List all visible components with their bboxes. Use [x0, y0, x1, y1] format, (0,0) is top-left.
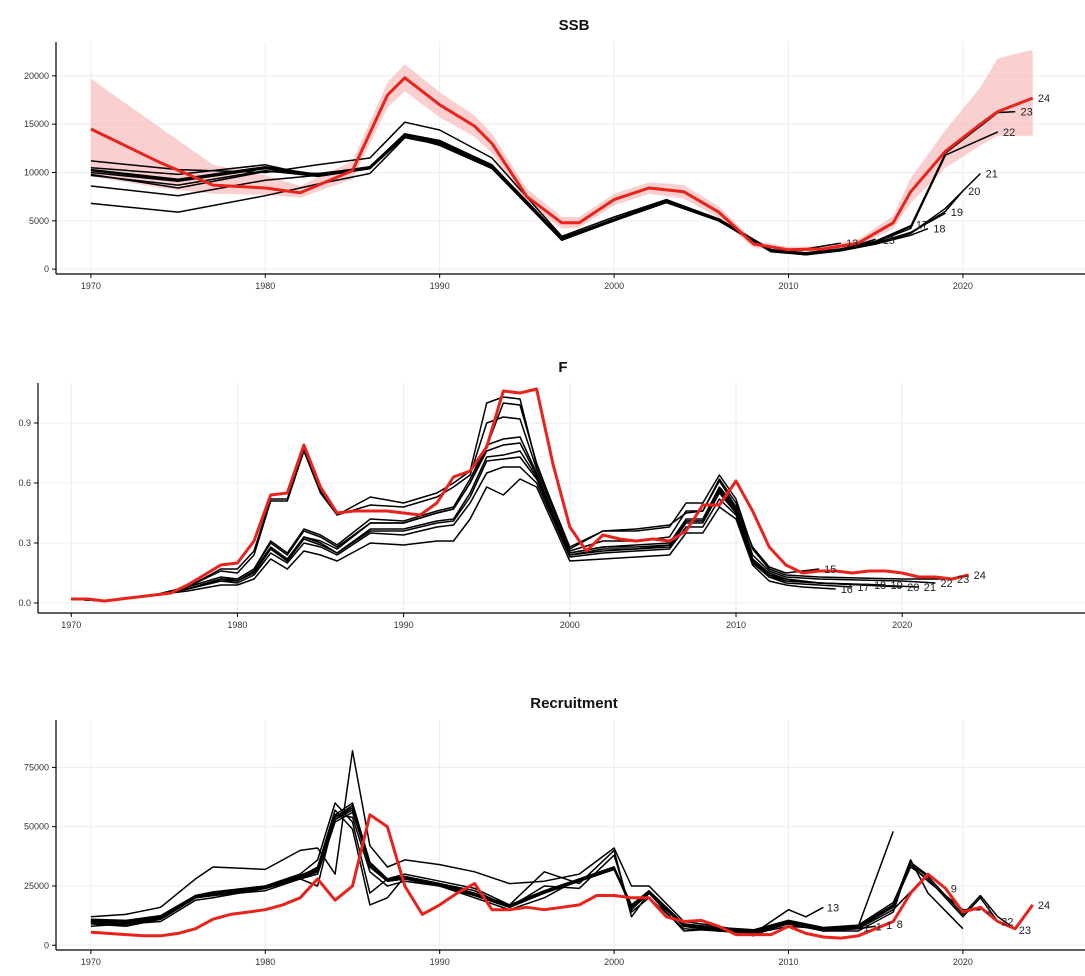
recruitment-xtick-label-5: 2020: [953, 957, 973, 967]
f-end-label-8: 23: [957, 574, 969, 586]
ssb-xtick-label-5: 2020: [953, 281, 973, 291]
ssb-ytick-label-1: 5000: [29, 216, 49, 226]
recruitment-end-label-0: 13: [827, 902, 839, 914]
ssb-xtick-label-2: 1990: [430, 281, 450, 291]
ssb-end-label-9: 24: [1038, 93, 1050, 105]
ssb-title: SSB: [559, 17, 590, 34]
f-end-label-3: 18: [874, 580, 886, 592]
recruitment-ytick-label-1: 25000: [24, 881, 49, 891]
recruitment-ytick-label-2: 50000: [24, 822, 49, 832]
f-xtick-label-0: 1970: [61, 620, 81, 630]
f-end-label-0: 15: [824, 564, 836, 576]
recruitment-series-13: [90, 750, 824, 935]
f-series-17: [71, 466, 853, 602]
recruitment-series-16: [90, 809, 894, 935]
f-ytick-label-0: 0.0: [18, 598, 31, 608]
recruitment-end-label-5: 9: [951, 883, 957, 895]
f-end-label-5: 20: [907, 582, 919, 594]
f-end-label-1: 16: [841, 584, 853, 596]
ssb-series-23: [90, 110, 1016, 255]
recruitment-ytick-label-3: 75000: [24, 762, 49, 772]
f-series-24: [71, 387, 970, 603]
ssb-end-label-0: 13: [846, 238, 858, 250]
ssb-series-24: [90, 76, 1034, 252]
recruitment-title: Recruitment: [530, 695, 618, 712]
f-title: F: [558, 359, 567, 376]
ssb-end-label-1: 15: [883, 235, 895, 247]
ssb-xtick-label-0: 1970: [81, 281, 101, 291]
ssb-end-label-6: 21: [986, 168, 998, 180]
ssb-end-label-7: 22: [1003, 127, 1015, 139]
f-xtick-label-2: 1990: [394, 620, 414, 630]
recruitment-xtick-label-3: 2000: [604, 957, 624, 967]
recruitment-end-label-1: 1: [864, 922, 870, 934]
f-end-label-7: 22: [940, 578, 952, 590]
f-end-label-6: 21: [924, 582, 936, 594]
f-panel: F 1970 1980 1990 2000 2010 2020 0.0 0.3 0.6 0.9 15…: [18, 359, 1085, 630]
recruitment-end-label-9: 24: [1038, 900, 1050, 912]
recruitment-end-label-7: 22: [1001, 917, 1013, 929]
recruitment-series-15: [90, 802, 876, 935]
f-series-21: [71, 436, 919, 602]
recruitment-series-18: [90, 811, 929, 932]
recruitment-end-label-3: 1: [886, 920, 892, 932]
ssb-xtick-label-3: 2000: [604, 281, 624, 291]
ssb-ytick-label-2: 10000: [24, 168, 49, 178]
ssb-end-label-2: 17: [916, 220, 928, 232]
f-series-19: [71, 450, 886, 602]
recruitment-xtick-label-4: 2010: [778, 957, 798, 967]
ssb-panel: SSB 1970 1980 1990 2000 2010 2020 0 5000 10000 15…: [24, 17, 1085, 291]
ssb-xtick-label-1: 1980: [255, 281, 275, 291]
recruitment-panel: Recruitment 1970 1980 1990 2000 2010 2020 0 250…: [24, 695, 1085, 967]
f-series-23: [71, 396, 952, 602]
ssb-ytick-label-3: 15000: [24, 119, 49, 129]
f-ytick-label-1: 0.3: [18, 538, 31, 548]
recruitment-series-22: [90, 809, 999, 933]
ssb-end-label-5: 20: [968, 186, 980, 198]
ssb-xtick-label-4: 2010: [778, 281, 798, 291]
f-ytick-label-3: 0.9: [18, 418, 31, 428]
ssb-end-label-8: 23: [1020, 107, 1032, 119]
ssb-end-label-3: 18: [933, 224, 945, 236]
recruitment-ytick-label-0: 0: [44, 940, 49, 950]
recruitment-end-label-4: 8: [897, 919, 903, 931]
ssb-series-18: [90, 135, 929, 255]
ssb-end-label-4: 19: [951, 207, 963, 219]
recruitment-series-21: [90, 802, 981, 931]
recruitment-series-23: [90, 806, 1016, 932]
f-series-16: [71, 478, 836, 602]
recruitment-xtick-label-2: 1990: [430, 957, 450, 967]
recruitment-end-label-8: 23: [1019, 925, 1031, 937]
f-xtick-label-3: 2000: [560, 620, 580, 630]
ssb-ytick-label-4: 20000: [24, 71, 49, 81]
recruitment-end-label-6: 1: [986, 905, 992, 917]
recruitment-series-17: [90, 814, 912, 937]
f-series-22: [71, 416, 936, 602]
f-xtick-label-5: 2020: [892, 620, 912, 630]
f-ytick-label-2: 0.6: [18, 478, 31, 488]
recruitment-series-24: [90, 813, 1034, 940]
f-xtick-label-4: 2010: [726, 620, 746, 630]
ssb-ytick-label-0: 0: [44, 264, 49, 274]
recruitment-xtick-label-1: 1980: [255, 957, 275, 967]
f-xtick-label-1: 1980: [227, 620, 247, 630]
f-end-label-9: 24: [974, 570, 986, 582]
recruitment-end-label-2: 1: [876, 921, 882, 933]
f-end-label-2: 17: [857, 582, 869, 594]
recruitment-xtick-label-0: 1970: [81, 957, 101, 967]
f-end-label-4: 19: [891, 580, 903, 592]
f-series-20: [71, 442, 903, 602]
